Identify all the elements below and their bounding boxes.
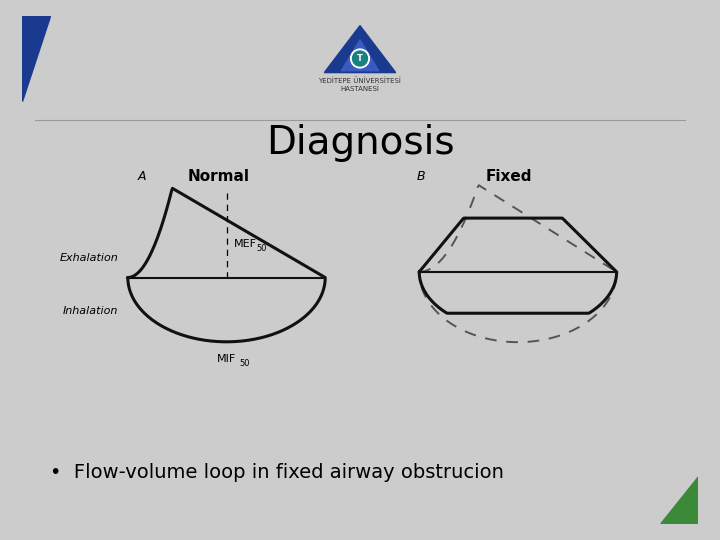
Text: Fixed: Fixed	[485, 168, 532, 184]
Text: MEF: MEF	[234, 239, 257, 248]
Text: MIF: MIF	[217, 354, 236, 364]
Text: B: B	[417, 170, 426, 183]
Polygon shape	[661, 477, 698, 524]
Circle shape	[351, 49, 369, 68]
Text: Normal: Normal	[188, 168, 250, 184]
Polygon shape	[341, 40, 379, 71]
Polygon shape	[22, 16, 50, 101]
Text: 50: 50	[240, 359, 250, 368]
Text: Diagnosis: Diagnosis	[266, 124, 454, 162]
Text: YEDİTEPE ÜNİVERSİTESİ: YEDİTEPE ÜNİVERSİTESİ	[318, 77, 402, 84]
Polygon shape	[324, 25, 396, 72]
Text: Exhalation: Exhalation	[60, 253, 118, 263]
Text: A: A	[138, 170, 146, 183]
Circle shape	[353, 51, 367, 66]
Text: T: T	[357, 54, 363, 63]
Text: HASTANESİ: HASTANESİ	[341, 85, 379, 92]
Text: Inhalation: Inhalation	[63, 307, 118, 316]
Text: 50: 50	[256, 244, 267, 253]
Text: •  Flow-volume loop in fixed airway obstrucion: • Flow-volume loop in fixed airway obstr…	[50, 463, 504, 482]
